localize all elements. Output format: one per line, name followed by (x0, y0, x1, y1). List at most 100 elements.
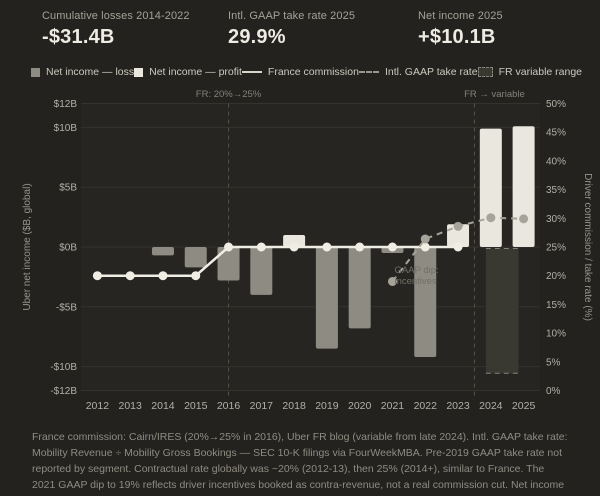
footnote-caption: France commission: Cairn/IRES (20%→25% i… (32, 431, 568, 496)
france-point (92, 271, 102, 281)
legend-label: Net income — loss (46, 66, 135, 78)
range-band-rect (485, 248, 519, 374)
legend-label: FR variable range (498, 66, 583, 78)
left-tick-label: -$12B (50, 386, 77, 397)
left-tick-label: -$5B (56, 302, 77, 313)
gaap-point (420, 234, 430, 244)
annotation-gaap-dip-line2: incentives (394, 276, 436, 287)
legend-item-net-income-loss: Net income — loss (31, 66, 134, 78)
year-label: 2018 (282, 400, 306, 412)
year-label: 2022 (414, 400, 438, 412)
profit-swatch-icon (134, 67, 144, 77)
stat-cumulative-losses: Cumulative losses 2014-2022 -$31.4B (42, 10, 190, 49)
bar-2024 (479, 128, 502, 247)
fr-variable-range-band (485, 248, 519, 374)
legend-item-gaap-take-rate: Intl. GAAP take rate (358, 66, 478, 78)
gridlines (81, 103, 540, 391)
france-point (387, 242, 397, 252)
net-income-take-rate-chart: $12B $10B $5B $0B -$5B -$10B -$12B 50% 45% 40% 35%… (22, 89, 593, 412)
france-point (420, 242, 430, 252)
legend-label: Net income — profit (149, 66, 242, 78)
stat-label: Intl. GAAP take rate 2025 (228, 10, 356, 22)
legend-label: Intl. GAAP take rate (384, 66, 478, 78)
year-label: 2024 (479, 400, 503, 412)
left-tick-label: -$10B (50, 362, 77, 373)
left-tick-label: $0B (59, 243, 77, 254)
right-tick-label: 20% (546, 271, 566, 282)
right-axis-title: Driver commission / take rate (%) (582, 173, 593, 321)
france-line-path (97, 245, 459, 277)
bar-2023 (447, 224, 470, 247)
france-point (453, 242, 463, 252)
left-tick-label: $12B (54, 99, 78, 110)
france-point (158, 271, 168, 281)
bar-2025 (512, 126, 535, 247)
year-label: 2015 (184, 400, 208, 412)
net-income-bars (151, 126, 535, 358)
stat-label: Cumulative losses 2014-2022 (42, 10, 190, 22)
year-label: 2023 (446, 400, 470, 412)
year-label: 2013 (118, 400, 142, 412)
france-point (125, 271, 135, 281)
year-label: 2020 (348, 400, 372, 412)
france-point (224, 242, 234, 252)
loss-swatch-icon (31, 67, 40, 77)
stat-value: 29.9% (228, 26, 286, 48)
left-axis-tick-labels: $12B $10B $5B $0B -$5B -$10B -$12B (50, 99, 77, 397)
stat-value: +$10.1B (418, 26, 496, 48)
solid-line-swatch-icon (241, 71, 262, 73)
dashed-box-swatch-icon (477, 67, 493, 77)
year-label: 2025 (512, 400, 536, 412)
right-tick-label: 40% (546, 156, 566, 167)
gaap-take-rate-line (387, 213, 529, 286)
stat-gaap-take-rate: Intl. GAAP take rate 2025 29.9% (228, 10, 355, 49)
france-point (191, 271, 201, 281)
right-tick-label: 30% (546, 214, 566, 225)
legend-item-fr-variable-range: FR variable range (477, 66, 583, 78)
bar-2014 (151, 247, 174, 256)
year-label: 2021 (381, 400, 405, 412)
annotation-fr-raise: FR: 20%→25% (196, 89, 262, 100)
bar-2015 (184, 247, 207, 268)
stat-label: Net income 2025 (418, 10, 503, 22)
bar-2019 (315, 247, 338, 349)
bar-2017 (250, 247, 273, 295)
annotation-gaap-dip-line1: GAAP dip: (394, 265, 438, 276)
right-tick-label: 10% (546, 329, 566, 340)
right-tick-label: 25% (546, 243, 566, 254)
left-tick-label: $5B (59, 183, 77, 194)
dashed-line-swatch-icon (358, 71, 379, 73)
year-label: 2012 (86, 400, 110, 412)
right-tick-label: 50% (546, 99, 566, 110)
right-axis-tick-labels: 50% 45% 40% 35% 30% 25% 20% 15% 10% 5% 0% (546, 99, 566, 397)
gaap-point (453, 221, 463, 231)
legend-item-net-income-profit: Net income — profit (134, 66, 242, 78)
year-label: 2017 (250, 400, 274, 412)
x-axis-year-labels: 2012 2013 2014 2015 2016 2017 2018 2019 2020 2021… (86, 400, 536, 412)
bar-2016 (217, 247, 240, 281)
right-tick-label: 15% (546, 300, 566, 311)
bar-2020 (348, 247, 371, 329)
france-commission-line (92, 242, 463, 281)
gaap-point (486, 213, 496, 223)
france-point (289, 242, 299, 252)
legend: Net income — loss Net income — profit Fr… (31, 66, 582, 78)
left-tick-label: $10B (54, 123, 78, 134)
france-point (256, 242, 266, 252)
legend-item-france-commission: France commission (241, 66, 359, 78)
left-axis-title: Uber net income ($B, global) (22, 183, 33, 310)
right-tick-label: 35% (546, 185, 566, 196)
gaap-point (519, 214, 529, 224)
year-label: 2014 (151, 400, 175, 412)
annotation-fr-variable: FR → variable (464, 89, 525, 100)
year-label: 2019 (315, 400, 339, 412)
bar-2018 (283, 235, 306, 247)
france-point (355, 242, 365, 252)
stat-net-income: Net income 2025 +$10.1B (418, 10, 503, 49)
gaap-point (387, 276, 397, 286)
right-tick-label: 0% (546, 386, 561, 397)
france-point (322, 242, 332, 252)
year-label: 2016 (217, 400, 241, 412)
right-tick-label: 45% (546, 128, 566, 139)
